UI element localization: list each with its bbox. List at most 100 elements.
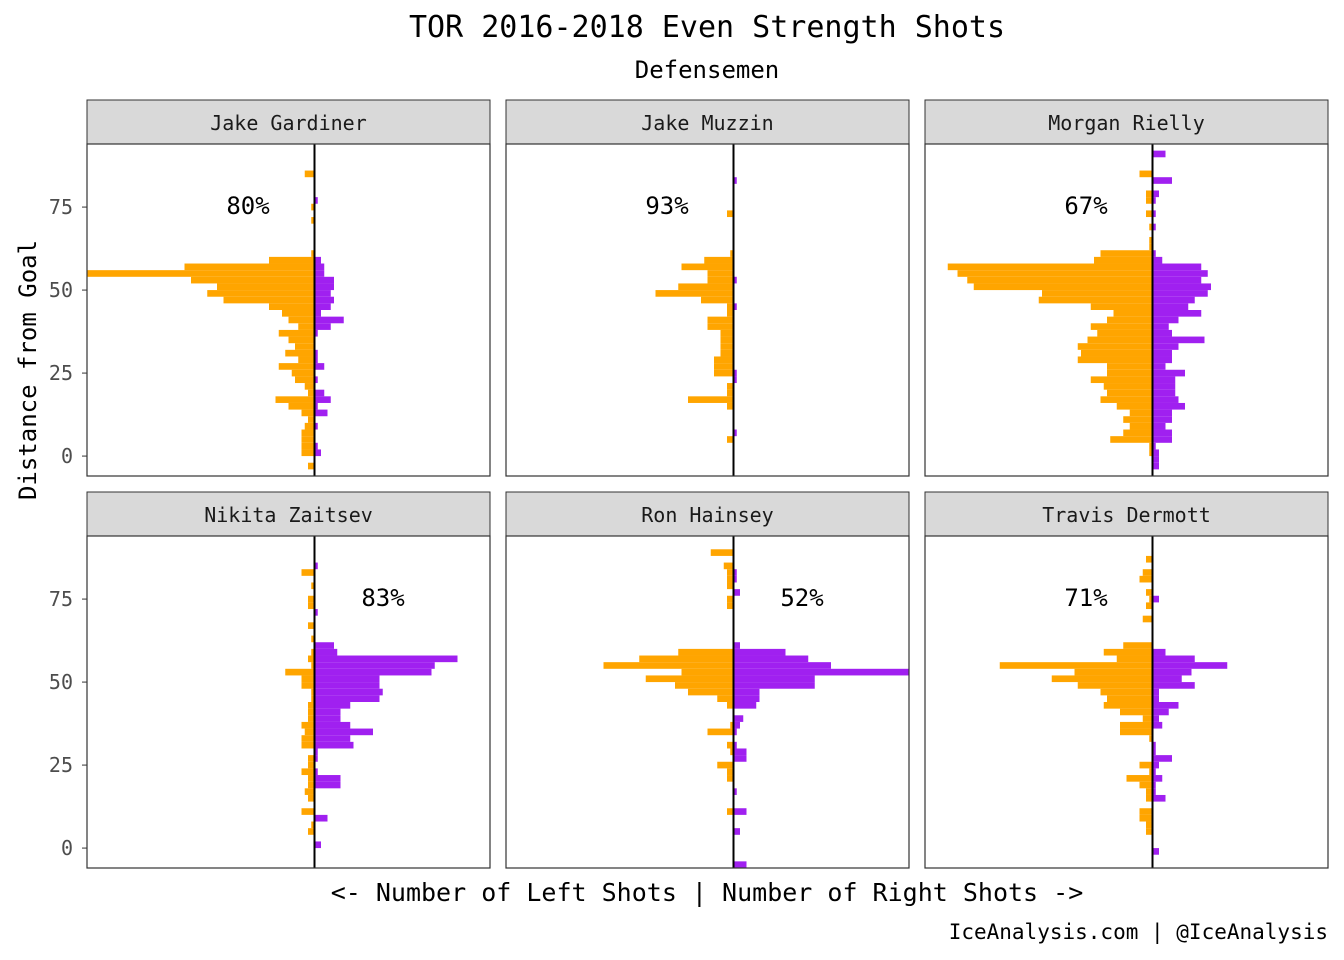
left-shot-bar xyxy=(714,356,734,364)
right-shot-bar xyxy=(314,814,328,822)
left-shot-bar xyxy=(1107,695,1153,702)
left-shot-bar xyxy=(311,662,315,669)
left-shot-bar xyxy=(1100,250,1153,257)
left-shot-bar xyxy=(727,569,734,576)
pct-label-jake-muzzin: 93% xyxy=(645,192,689,220)
left-shot-bar xyxy=(1038,296,1153,304)
facet-strip-travis-dermott xyxy=(924,491,1329,537)
y-tick-label: 50 xyxy=(49,670,73,694)
left-shot-bar xyxy=(1042,290,1153,297)
right-shot-bar xyxy=(1152,682,1195,689)
right-shot-bar xyxy=(1152,761,1159,769)
right-shot-bar xyxy=(1152,197,1156,204)
left-shot-bar xyxy=(304,788,315,795)
right-shot-bar xyxy=(1152,329,1172,337)
left-shot-bar xyxy=(727,575,734,583)
right-shot-bar xyxy=(314,276,334,284)
right-shot-bar xyxy=(314,715,341,722)
right-shot-bar xyxy=(1152,303,1189,310)
right-shot-bar xyxy=(1152,715,1159,722)
left-shot-bar xyxy=(308,708,315,716)
facet-strip-ron-hainsey xyxy=(505,491,910,537)
bars-jake-gardiner xyxy=(87,170,344,470)
left-shot-bar xyxy=(720,349,734,357)
left-shot-bar xyxy=(1126,775,1153,782)
right-shot-bar xyxy=(733,688,760,696)
right-shot-bar xyxy=(1152,349,1172,357)
left-shot-bar xyxy=(308,416,315,423)
left-shot-bar xyxy=(308,462,315,470)
left-shot-bar xyxy=(1139,575,1153,583)
left-shot-bar xyxy=(639,655,734,663)
right-shot-bar xyxy=(314,316,344,324)
left-shot-bar xyxy=(269,256,315,264)
right-shot-bar xyxy=(1152,369,1185,377)
left-shot-bar xyxy=(727,768,734,776)
left-shot-bar xyxy=(727,602,734,610)
right-shot-bar xyxy=(733,575,737,583)
right-shot-bar xyxy=(1152,270,1208,277)
left-shot-bar xyxy=(1149,768,1153,776)
right-shot-bar xyxy=(1152,456,1159,463)
left-shot-bar xyxy=(304,422,315,430)
left-shot-bar xyxy=(727,310,734,317)
left-shot-bar xyxy=(301,741,315,749)
left-shot-bar xyxy=(701,296,734,304)
left-shot-bar xyxy=(1103,383,1153,390)
left-shot-bar xyxy=(311,695,315,702)
pct-label-ron-hainsey: 52% xyxy=(780,584,824,612)
left-shot-bar xyxy=(1107,363,1153,370)
left-shot-bar xyxy=(285,349,315,357)
right-shot-bar xyxy=(1152,449,1159,457)
right-shot-bar xyxy=(1152,336,1205,344)
left-shot-bar xyxy=(999,662,1153,669)
left-shot-bar xyxy=(720,329,734,337)
bars-morgan-rielly xyxy=(947,150,1211,470)
left-shot-bar xyxy=(304,170,315,178)
right-shot-bar xyxy=(314,735,351,742)
bars-travis-dermott xyxy=(999,555,1228,855)
left-shot-bar xyxy=(295,376,315,384)
left-shot-bar xyxy=(301,442,315,450)
left-shot-bar xyxy=(1129,409,1153,417)
right-shot-bar xyxy=(1152,210,1156,218)
right-shot-bar xyxy=(1152,741,1156,749)
right-shot-bar xyxy=(733,642,740,649)
panel-border xyxy=(505,143,910,477)
left-shot-bar xyxy=(714,369,734,377)
right-shot-bar xyxy=(1152,462,1159,470)
left-shot-bar xyxy=(973,283,1153,291)
right-shot-bar xyxy=(314,642,334,649)
right-shot-bar xyxy=(733,755,747,762)
left-shot-bar xyxy=(1116,655,1153,663)
left-shot-bar xyxy=(311,648,315,656)
left-shot-bar xyxy=(707,323,734,330)
left-shot-bar xyxy=(1116,402,1153,410)
left-shot-bar xyxy=(1146,794,1153,802)
right-shot-bar xyxy=(1152,402,1185,410)
right-shot-bar xyxy=(1152,316,1179,324)
left-shot-bar xyxy=(308,702,315,709)
bars-nikita-zaitsev xyxy=(285,562,458,849)
right-shot-bar xyxy=(1152,436,1172,443)
right-shot-bar xyxy=(314,376,318,384)
left-shot-bar xyxy=(308,715,315,722)
panel-border xyxy=(924,143,1329,477)
left-shot-bar xyxy=(308,755,315,762)
left-shot-bar xyxy=(291,369,315,377)
right-shot-bar xyxy=(733,376,737,384)
right-shot-bar xyxy=(733,589,740,596)
left-shot-bar xyxy=(1077,356,1153,364)
right-shot-bar xyxy=(1152,190,1159,198)
right-shot-bar xyxy=(1152,775,1163,782)
left-shot-bar xyxy=(1081,349,1153,357)
left-shot-bar xyxy=(1074,668,1153,676)
right-shot-bar xyxy=(733,569,737,576)
left-shot-bar xyxy=(308,602,315,610)
left-shot-bar xyxy=(308,761,315,769)
right-shot-bar xyxy=(314,662,435,669)
right-shot-bar xyxy=(314,688,383,696)
left-shot-bar xyxy=(1146,788,1153,795)
left-shot-bar xyxy=(727,775,734,782)
left-shot-bar xyxy=(301,436,315,443)
